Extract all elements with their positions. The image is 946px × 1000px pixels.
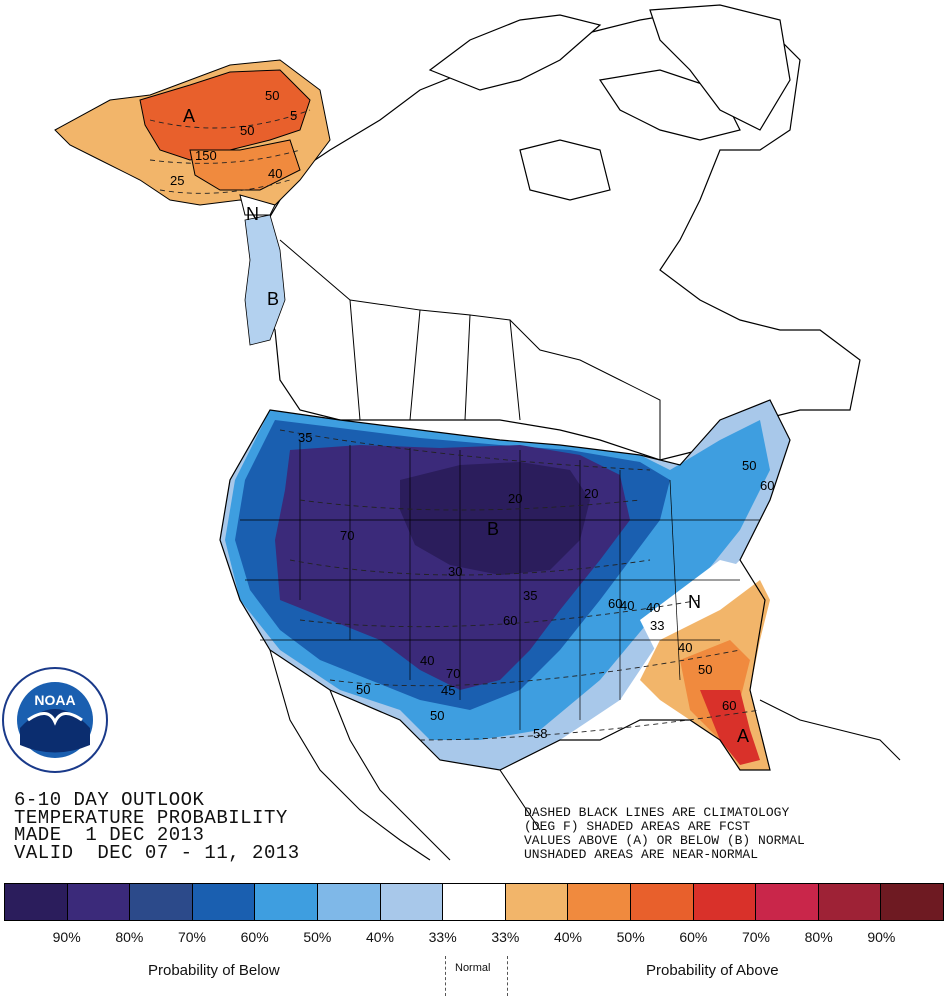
region-label-pac-nw-normal: N xyxy=(246,204,259,224)
legend-percentage-label: 70% xyxy=(177,929,207,945)
province-lines xyxy=(279,239,661,460)
region-label-southeast-normal: N xyxy=(688,592,701,612)
contour-label: 60 xyxy=(608,596,622,611)
legend-swatch xyxy=(380,884,444,920)
legend-percentage-label: 60% xyxy=(679,929,708,945)
note-line-1: DASHED BLACK LINES ARE CLIMATOLOGY xyxy=(524,805,790,820)
contour-label: 25 xyxy=(170,173,184,188)
contour-label: 5 xyxy=(290,108,297,123)
contour-label: 50 xyxy=(698,662,712,677)
legend-percentage-label: 33% xyxy=(428,929,457,945)
note-line-2: (DEG F) SHADED AREAS ARE FCST xyxy=(524,819,751,834)
contour-label: 20 xyxy=(508,491,522,506)
contour-label: 40 xyxy=(678,640,692,655)
map-notes: DASHED BLACK LINES ARE CLIMATOLOGY (DEG F… xyxy=(524,806,805,862)
legend-percentage-label: 80% xyxy=(115,929,144,945)
region-label-alaska-above: A xyxy=(183,106,195,126)
legend-swatch xyxy=(192,884,256,920)
contour-label: 60 xyxy=(760,478,774,493)
contour-label: 20 xyxy=(584,486,598,501)
land-outline-north xyxy=(249,4,861,461)
region-labels: A N B B N A xyxy=(183,106,749,746)
legend-swatch xyxy=(443,884,506,920)
legend-normal-label: Normal xyxy=(455,962,491,974)
legend-swatch xyxy=(693,884,757,920)
contour-label: 50 xyxy=(356,682,370,697)
legend-swatch xyxy=(255,884,318,920)
legend-percentages: 90% 80% 70% 60% 50% 40% 33% 33% 40% 50% 60% 70% 80% 9… xyxy=(0,929,946,949)
contour-label: 30 xyxy=(448,564,462,579)
legend-swatch xyxy=(5,884,68,920)
contour-label: 58 xyxy=(533,726,547,741)
contour-label: 70 xyxy=(340,528,354,543)
note-line-4: UNSHADED AREAS ARE NEAR-NORMAL xyxy=(524,847,759,862)
legend-percentage-label: 33% xyxy=(491,929,520,945)
legend-color-bar xyxy=(4,883,944,921)
pac-nw-region xyxy=(244,214,286,346)
legend-swatch xyxy=(568,884,631,920)
legend-normal-divider-left xyxy=(445,956,446,996)
legend-swatch xyxy=(630,884,694,920)
contour-label: 40 xyxy=(646,600,660,615)
contour-label: 50 xyxy=(430,708,444,723)
legend-percentage-label: 60% xyxy=(240,929,269,945)
contour-label: 50 xyxy=(742,458,756,473)
legend-above-label: Probability of Above xyxy=(646,962,779,979)
legend-swatch xyxy=(505,884,569,920)
contour-label: 35 xyxy=(298,430,312,445)
conus-outline xyxy=(219,399,791,771)
mexico-outline xyxy=(269,649,901,861)
contour-label: 40 xyxy=(268,166,282,181)
climatology-lines xyxy=(149,109,761,741)
southeast-region xyxy=(640,560,770,770)
contour-label: 60 xyxy=(722,698,736,713)
legend-percentage-label: 40% xyxy=(365,929,395,945)
contour-label: 70 xyxy=(446,666,460,681)
region-label-pac-nw-below: B xyxy=(267,289,279,309)
contour-label: 40 xyxy=(620,598,634,613)
legend-percentage-label: 90% xyxy=(867,929,896,945)
noaa-logo-text: NOAA xyxy=(34,692,75,708)
contour-label: 150 xyxy=(195,148,217,163)
contour-label: 40 xyxy=(420,653,434,668)
legend-swatch xyxy=(67,884,131,920)
legend-percentage-label: 50% xyxy=(303,929,332,945)
contour-label: 35 xyxy=(523,588,537,603)
contour-labels: 50 5 50 40 150 25 35 70 20 20 30 60 35 6… xyxy=(170,88,774,741)
region-label-plains-below: B xyxy=(487,519,499,539)
legend-percentage-label: 70% xyxy=(741,929,771,945)
alaska-region xyxy=(54,59,331,216)
legend-swatch xyxy=(756,884,819,920)
legend-swatch xyxy=(818,884,882,920)
contour-label: 33 xyxy=(650,618,664,633)
legend-percentage-label: 40% xyxy=(553,929,583,945)
title-line-1: 6-10 DAY OUTLOOK xyxy=(14,789,205,811)
legend-normal-divider-right xyxy=(507,956,508,996)
note-line-3: VALUES ABOVE (A) OR BELOW (B) NORMAL xyxy=(524,833,805,848)
legend-swatch xyxy=(317,884,381,920)
outlook-map: NOAA A N B B N A 50 5 50 40 150 25 35 70… xyxy=(2,4,901,861)
legend-below-label: Probability of Below xyxy=(148,962,280,979)
title-line-3: MADE 1 DEC 2013 xyxy=(14,824,205,846)
contour-label: 60 xyxy=(503,613,517,628)
noaa-logo xyxy=(2,667,108,773)
legend-percentage-label: 50% xyxy=(616,929,645,945)
region-label-florida-above: A xyxy=(737,726,749,746)
contour-label: 45 xyxy=(441,683,455,698)
legend-percentage-label: 90% xyxy=(52,929,81,945)
title-line-4: VALID DEC 07 - 11, 2013 xyxy=(14,841,300,864)
legend-swatch xyxy=(130,884,193,920)
outlook-title: 6-10 DAY OUTLOOK TEMPERATURE PROBABILITY M… xyxy=(14,789,300,864)
legend-percentage-label: 80% xyxy=(804,929,833,945)
contour-label: 50 xyxy=(265,88,279,103)
contour-label: 50 xyxy=(240,123,254,138)
legend-swatch xyxy=(881,884,943,920)
title-line-2: TEMPERATURE PROBABILITY xyxy=(14,806,288,829)
state-lines xyxy=(240,440,760,730)
